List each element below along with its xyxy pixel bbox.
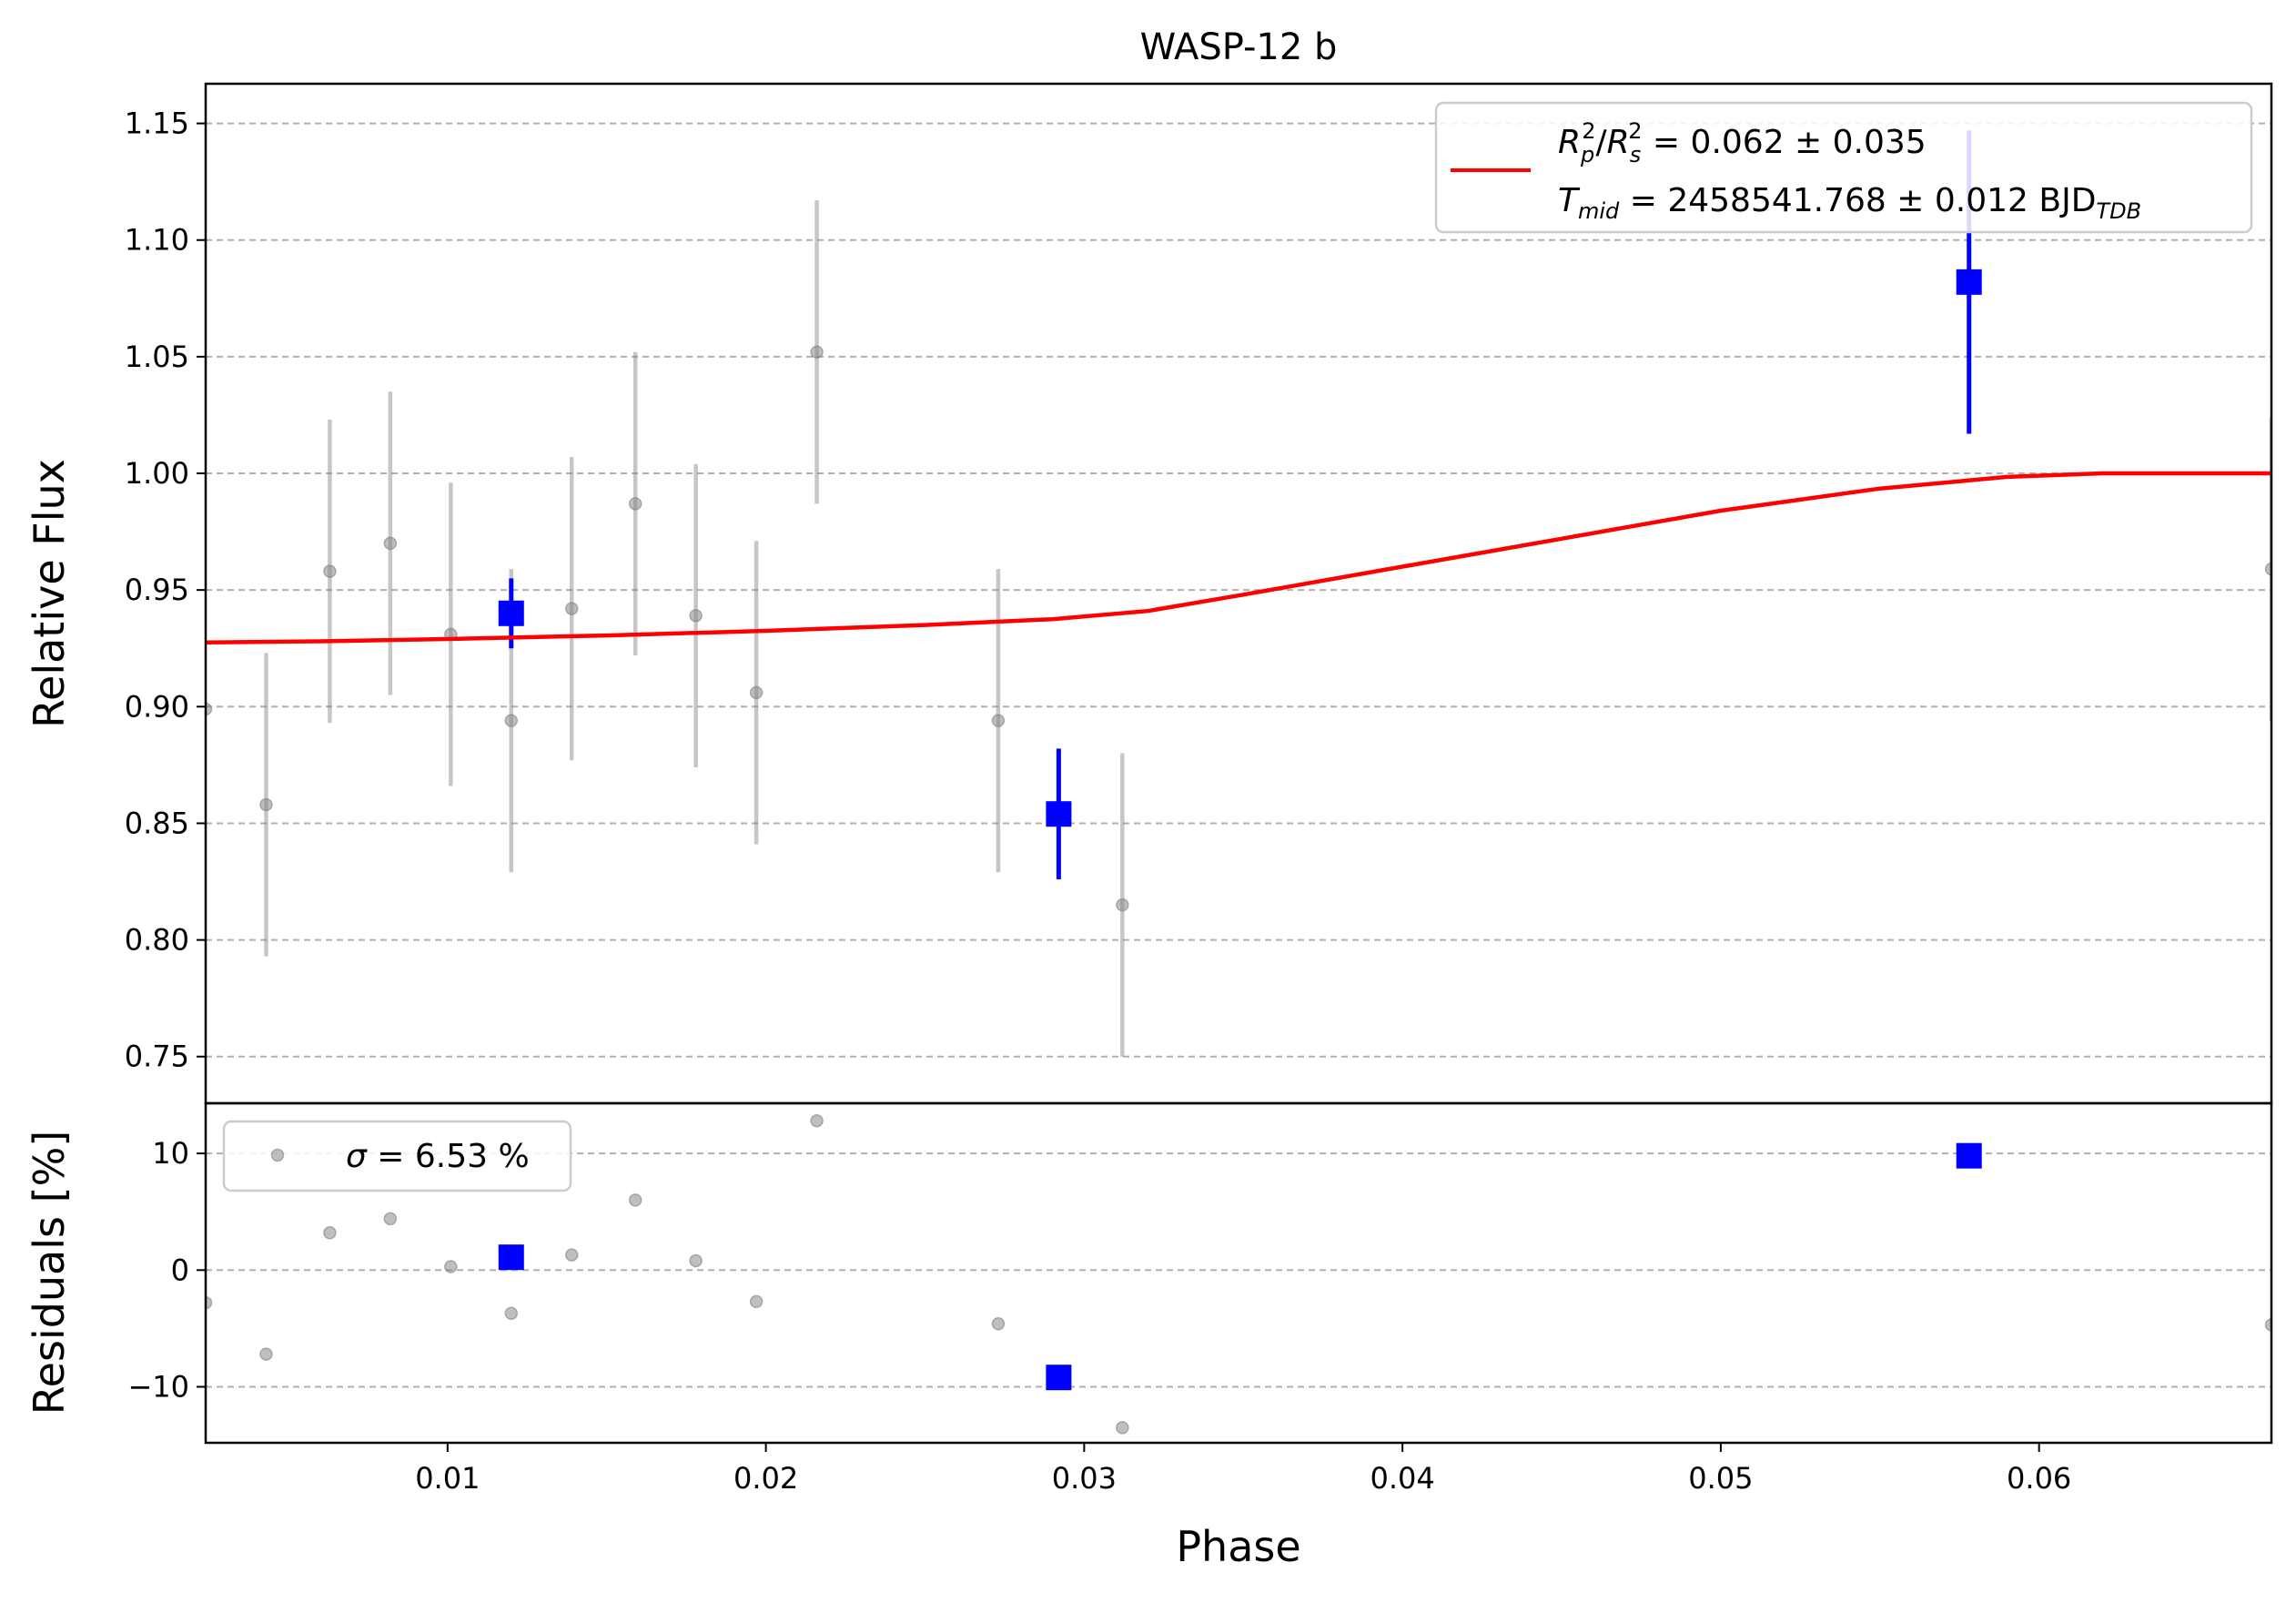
raw-data-point [749, 1294, 764, 1309]
raw-data-point [504, 714, 519, 727]
raw-data-point [444, 1260, 458, 1273]
y-tick-label: −10 [127, 1369, 189, 1404]
raw-data-point [564, 602, 579, 615]
binned-data-point [1046, 801, 1072, 827]
raw-data-point [323, 564, 337, 578]
top-panel-y-ticks: 0.75 0.80 0.85 0.90 0.95 1.00 1.05 1.10 1.15 [125, 107, 206, 1074]
x-tick-label: 0.05 [1688, 1461, 1753, 1496]
y-tick-label: 1.15 [125, 107, 189, 141]
x-axis-title: Phase [1176, 1522, 1300, 1571]
raw-data-point [628, 497, 642, 511]
bottom-panel-frame [204, 1101, 2273, 1445]
raw-data-point [259, 797, 273, 812]
y-tick-label: 0.95 [125, 573, 189, 607]
y-tick-label: 10 [152, 1136, 189, 1171]
y-tick-label: 0.75 [125, 1040, 189, 1074]
top-panel-series [206, 130, 2271, 1057]
binned-data-point [1046, 1365, 1072, 1391]
raw-data-point [383, 536, 398, 551]
raw-data-point [323, 1226, 337, 1240]
raw-data-point [383, 1212, 398, 1226]
legend-residual-marker [270, 1148, 285, 1162]
y-tick-label: 0.80 [125, 923, 189, 958]
bottom-panel-y-ticks: −10 0 10 [127, 1136, 206, 1404]
binned-data-point [1956, 1142, 1982, 1169]
binned-data-point [498, 1244, 524, 1271]
x-tick-label: 0.03 [1052, 1461, 1117, 1496]
raw-data-point [206, 1295, 213, 1310]
legend-entry-mid-transit: Tmid = 2458541.768 ± 0.012 BJDTDB [1558, 182, 2141, 224]
binned-data-point [498, 600, 524, 626]
raw-data-point [749, 685, 764, 700]
raw-data-point [689, 609, 703, 623]
raw-data-point [2264, 562, 2271, 576]
top-panel-gridlines [206, 122, 2271, 1058]
chart-title: WASP-12 b [1140, 26, 1338, 68]
legend-entry-radius-ratio: Rp2/Rs2 = 0.062 ± 0.035 [1558, 118, 1927, 167]
top-y-axis-title: Relative Flux [25, 459, 74, 728]
legend-entry-sigma: σ = 6.53 % [346, 1138, 530, 1175]
transit-model-line [206, 471, 2271, 645]
bottom-y-axis-title: Residuals [%] [25, 1131, 74, 1415]
raw-data-point [206, 702, 213, 716]
bottom-panel-series [206, 1113, 2271, 1435]
raw-data-point [810, 345, 824, 359]
raw-data-point [1116, 1421, 1129, 1435]
y-tick-label: 1.00 [125, 456, 189, 491]
raw-data-point [259, 1347, 273, 1361]
raw-data-point [810, 1113, 824, 1128]
binned-data-point [1956, 269, 1982, 295]
raw-data-point [2264, 1318, 2271, 1332]
y-tick-label: 0 [171, 1253, 189, 1287]
y-tick-label: 1.10 [125, 223, 189, 258]
raw-data-point [1116, 898, 1129, 912]
raw-data-point [628, 1193, 642, 1207]
top-legend: Rp2/Rs2 = 0.062 ± 0.035 Tmid = 2458541.7… [1434, 101, 2253, 234]
raw-data-point [689, 1253, 703, 1268]
x-ticks: 0.01 0.02 0.03 0.04 0.05 0.06 [415, 1443, 2071, 1496]
bottom-legend-box [222, 1120, 572, 1192]
raw-data-point [504, 1306, 519, 1320]
raw-data-point [991, 714, 1006, 727]
x-tick-label: 0.02 [733, 1461, 798, 1496]
x-tick-label: 0.01 [415, 1461, 480, 1496]
top-legend-box [1434, 101, 2253, 234]
raw-data-point [564, 1248, 579, 1262]
bottom-legend: σ = 6.53 % [222, 1120, 572, 1192]
raw-data-point [991, 1317, 1006, 1331]
x-tick-label: 0.06 [2007, 1461, 2071, 1496]
y-tick-label: 1.05 [125, 340, 189, 374]
x-tick-label: 0.04 [1371, 1461, 1435, 1496]
y-tick-label: 0.85 [125, 806, 189, 840]
y-tick-label: 0.90 [125, 689, 189, 724]
